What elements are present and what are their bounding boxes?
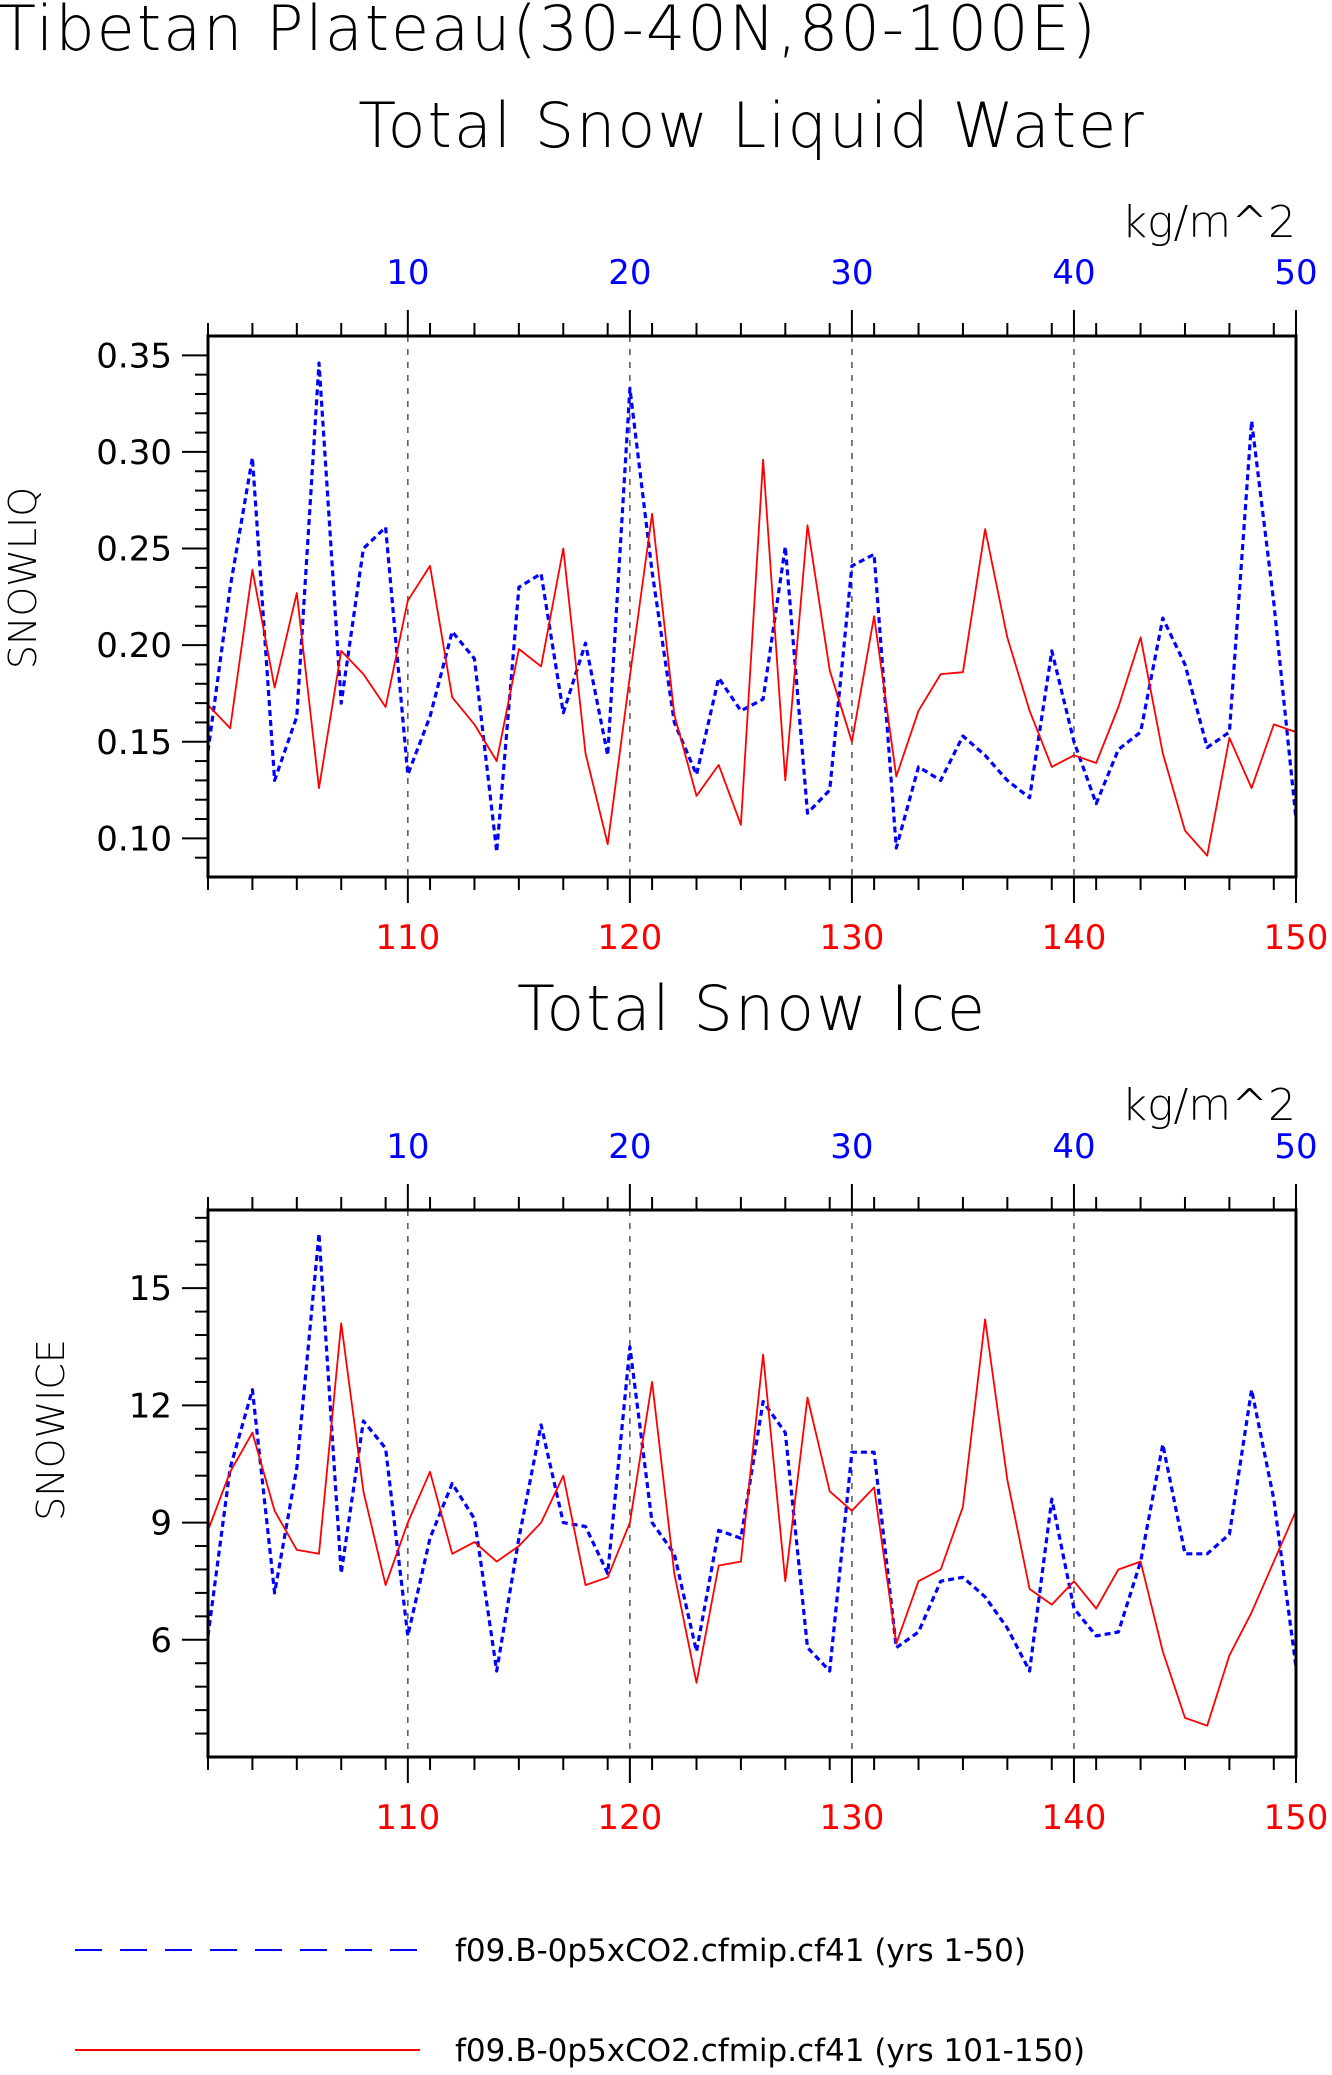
y-tick-label: 0.25 <box>96 530 172 570</box>
x-tick-label-top: 20 <box>608 1127 651 1167</box>
plot-frame <box>206 1208 1298 1759</box>
x-tick-label-top: 20 <box>608 253 651 293</box>
x-tick-label-bottom: 120 <box>597 1798 662 1838</box>
x-tick-label-top: 30 <box>830 1127 873 1167</box>
y-tick-label: 9 <box>150 1504 172 1544</box>
x-tick-label-bottom: 140 <box>1042 1798 1107 1838</box>
x-tick-label-top: 40 <box>1052 1127 1095 1167</box>
figure-title: Tibetan Plateau(30-40N,80-100E) <box>0 0 1098 65</box>
y-tick-label: 0.20 <box>96 626 172 666</box>
units-label: kg/m^2 <box>1122 1080 1296 1131</box>
x-tick-label-bottom: 150 <box>1264 918 1329 958</box>
y-tick-label: 0.35 <box>96 336 172 376</box>
y-tick-label: 6 <box>150 1621 172 1661</box>
legend-label: f09.B-0p5xCO2.cfmip.cf41 (yrs 1-50) <box>455 1933 1026 1969</box>
y-tick-label: 0.30 <box>96 433 172 473</box>
units-label: kg/m^2 <box>1122 197 1296 248</box>
series-line-red <box>207 1318 1297 1727</box>
y-axis-label: SNOWICE <box>29 1339 73 1521</box>
x-tick-label-top: 50 <box>1274 1127 1317 1167</box>
x-tick-label-bottom: 110 <box>375 1798 440 1838</box>
x-tick-label-bottom: 110 <box>375 918 440 958</box>
series-line-blue <box>206 361 1298 854</box>
x-tick-label-bottom: 140 <box>1042 918 1107 958</box>
chart-panel-snowice: Total Snow Ice kg/m^2 SNOWICE 6 9 12 15 110 1… <box>29 972 1328 1838</box>
x-tick-label-top: 50 <box>1274 253 1317 293</box>
x-tick-label-bottom: 130 <box>819 1798 884 1838</box>
y-tick-label: 0.10 <box>96 819 172 859</box>
x-tick-label-bottom: 130 <box>819 918 884 958</box>
x-tick-label-top: 10 <box>386 253 429 293</box>
chart-panel-snowliq: Total Snow Liquid Water kg/m^2 SNOWLIQ 0… <box>1 89 1328 958</box>
x-tick-label-bottom: 120 <box>597 918 662 958</box>
series-line-red <box>207 458 1297 857</box>
y-tick-label: 12 <box>129 1386 172 1426</box>
plot-frame <box>206 334 1298 879</box>
x-tick-label-top: 40 <box>1052 253 1095 293</box>
legend: f09.B-0p5xCO2.cfmip.cf41 (yrs 1-50) f09.… <box>75 1933 1085 2069</box>
y-axis-label: SNOWLIQ <box>1 487 45 669</box>
panel-title: Total Snow Ice <box>517 972 987 1045</box>
x-tick-label-top: 10 <box>386 1127 429 1167</box>
series-line-blue <box>206 1231 1298 1673</box>
x-tick-label-bottom: 150 <box>1264 1798 1329 1838</box>
y-tick-label: 0.15 <box>96 723 172 763</box>
x-tick-label-top: 30 <box>830 253 873 293</box>
legend-label: f09.B-0p5xCO2.cfmip.cf41 (yrs 101-150) <box>455 2033 1085 2069</box>
y-tick-label: 15 <box>129 1269 172 1309</box>
panel-title: Total Snow Liquid Water <box>358 89 1146 162</box>
